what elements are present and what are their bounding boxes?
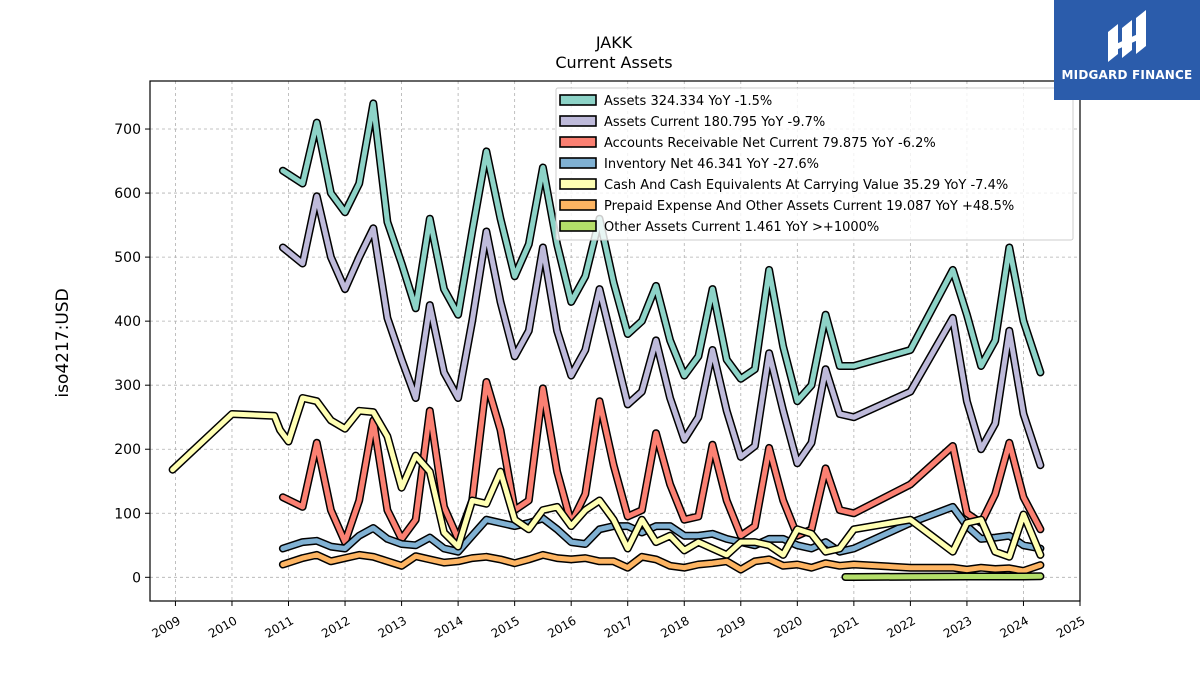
y-tick-label: 500 — [114, 250, 141, 266]
legend-entry-accounts-receivable-net-current: Accounts Receivable Net Current 79.875 Y… — [604, 136, 936, 151]
legend-swatch-assets-current — [559, 115, 597, 127]
logo-name: MIDGARD FINANCE — [1061, 68, 1193, 82]
chart-subtitle: Current Assets — [555, 53, 672, 72]
series-prepaid-expense-and-other-assets-current-line — [280, 552, 1043, 574]
legend-entry-assets-current: Assets Current 180.795 YoY -9.7% — [604, 115, 825, 130]
y-axis: 0 100 200 300 400 500 600 700 — [114, 122, 150, 586]
legend-entry-assets: Assets 324.334 YoY -1.5% — [604, 94, 772, 109]
midgard-finance-logo: MIDGARD FINANCE — [1054, 0, 1200, 100]
x-tick-label: 2013 — [376, 613, 409, 640]
x-tick-label: 2017 — [602, 613, 635, 640]
legend-swatch-prepaid-expense-and-other-assets-current — [559, 199, 597, 211]
legend-swatch-inventory-net — [559, 157, 597, 169]
x-tick-label: 2024 — [998, 613, 1031, 640]
legend-box — [555, 87, 1074, 241]
y-tick-label: 400 — [114, 314, 141, 330]
y-tick-label: 100 — [114, 506, 141, 522]
series-other-assets-current-line — [842, 573, 1043, 580]
x-tick-label: 2015 — [489, 613, 522, 640]
series-cash-and-cash-equivalents-at-carrying-value-line — [170, 395, 1043, 560]
y-axis-label: iso4217:USD — [53, 288, 73, 397]
x-tick-label: 2021 — [828, 613, 861, 640]
legend-swatch-other-assets-current — [559, 220, 597, 232]
x-tick-label: 2020 — [771, 613, 804, 640]
plot-frame — [149, 80, 1081, 602]
x-tick-label: 2010 — [206, 613, 239, 640]
legend-entry-other-assets-current: Other Assets Current 1.461 YoY >+1000% — [604, 220, 879, 235]
x-tick-label: 2019 — [715, 613, 748, 640]
x-tick-label: 2014 — [432, 613, 465, 640]
x-tick-label: 2011 — [263, 613, 296, 640]
series-assets-line — [280, 100, 1043, 404]
legend: Assets 324.334 YoY -1.5% Assets Current 1… — [555, 87, 1074, 241]
x-tick-label: 2022 — [884, 613, 917, 640]
x-tick-label: 2012 — [319, 613, 352, 640]
y-tick-label: 700 — [114, 122, 141, 138]
legend-entry-inventory-net: Inventory Net 46.341 YoY -27.6% — [604, 157, 819, 172]
y-tick-label: 200 — [114, 442, 141, 458]
legend-swatch-cash-and-cash-equivalents-at-carrying-value — [559, 178, 597, 190]
x-tick-label: 2009 — [149, 613, 182, 640]
x-tick-label: 2018 — [658, 613, 691, 640]
x-axis: 2009 2010 2011 2012 2013 2014 2015 2016 2017 2018… — [149, 601, 1088, 641]
logo-mark-icon — [1108, 10, 1146, 62]
legend-entry-cash-and-cash-equivalents-at-carrying-value: Cash And Cash Equivalents At Carrying Va… — [604, 178, 1008, 193]
legend-swatch-accounts-receivable-net-current — [559, 136, 597, 148]
x-tick-label: 2025 — [1054, 613, 1087, 640]
x-tick-label: 2016 — [545, 613, 578, 640]
y-tick-label: 0 — [132, 570, 141, 586]
series-assets-current-line — [280, 193, 1043, 468]
y-tick-label: 300 — [114, 378, 141, 394]
legend-swatch-assets — [559, 94, 597, 106]
legend-entry-prepaid-expense-and-other-assets-current: Prepaid Expense And Other Assets Current… — [604, 199, 1014, 214]
x-tick-label: 2023 — [941, 613, 974, 640]
chart-title: JAKK — [595, 33, 633, 52]
series-accounts-receivable-net-current-line — [280, 379, 1043, 545]
series-inventory-net-line — [280, 504, 1043, 555]
series-layer — [168, 99, 1045, 581]
y-tick-label: 600 — [114, 186, 141, 202]
